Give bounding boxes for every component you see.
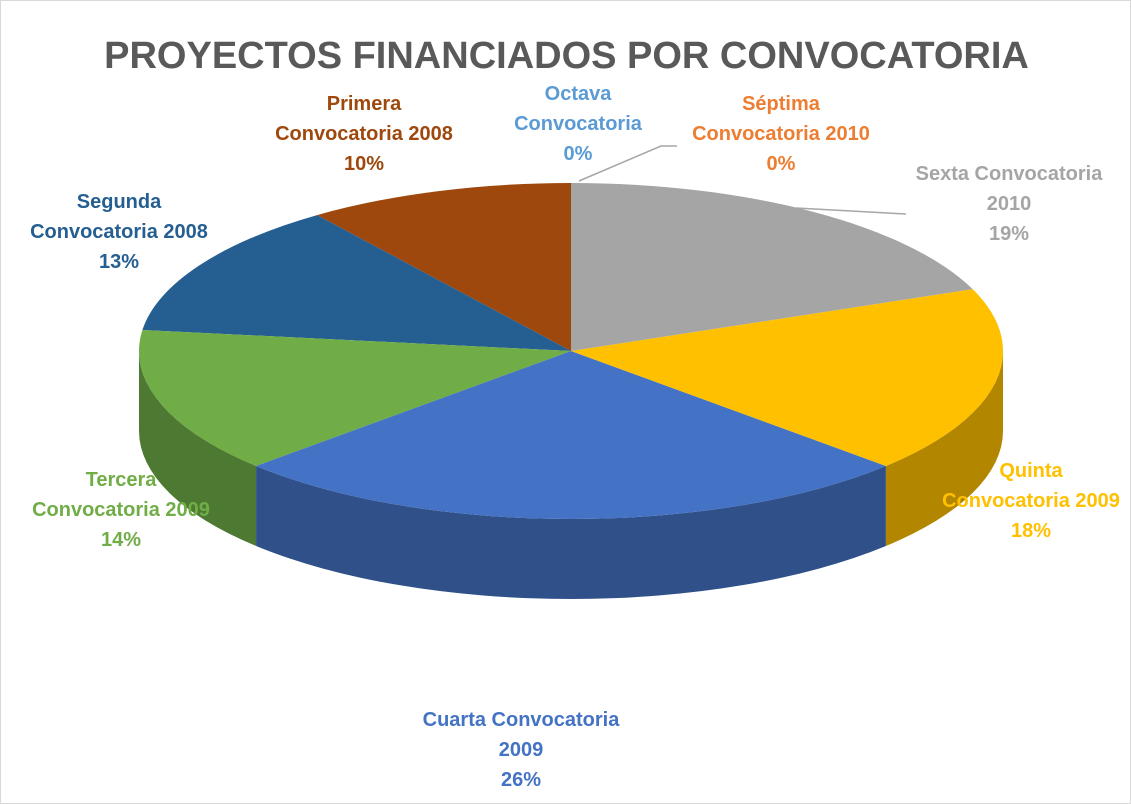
- data-label: Sexta Convocatoria 2010 19%: [909, 159, 1109, 249]
- data-label: Cuarta Convocatoria 2009 26%: [421, 705, 621, 795]
- value-label: 19%: [988, 223, 1030, 245]
- leader-line: [795, 207, 907, 215]
- data-label: Segunda Convocatoria 2008 13%: [19, 187, 219, 277]
- data-label: Octava Convocatoria 0%: [503, 79, 653, 169]
- value-label: 10%: [343, 153, 385, 175]
- category-label: Tercera Convocatoria 2009: [32, 469, 210, 521]
- data-label: Séptima Convocatoria 2010 0%: [681, 89, 881, 179]
- category-label: Primera Convocatoria 2008: [275, 93, 453, 145]
- value-label: 18%: [1010, 520, 1052, 542]
- category-label: Octava Convocatoria: [514, 83, 642, 135]
- slice: [256, 351, 886, 519]
- slice: [571, 183, 973, 351]
- category-label: Sexta Convocatoria 2010: [915, 163, 1103, 215]
- slice-side: [256, 466, 886, 599]
- category-label: Segunda Convocatoria 2008: [30, 191, 208, 243]
- slice: [139, 329, 572, 467]
- category-label: Séptima Convocatoria 2010: [692, 93, 870, 145]
- slice-side: [139, 351, 257, 547]
- value-label: 0%: [766, 153, 796, 175]
- category-label: Quinta Convocatoria 2009: [942, 460, 1120, 512]
- leader-line: [578, 145, 677, 182]
- data-label: Quinta Convocatoria 2009 18%: [936, 456, 1126, 546]
- data-label: Tercera Convocatoria 2009 14%: [21, 465, 221, 555]
- slice: [317, 183, 571, 351]
- value-label: 13%: [98, 251, 140, 273]
- data-label: Primera Convocatoria 2008 10%: [264, 89, 464, 179]
- slice: [571, 289, 1003, 467]
- value-label: 14%: [100, 529, 142, 551]
- category-label: Cuarta Convocatoria 2009: [422, 709, 620, 761]
- chart-title: PROYECTOS FINANCIADOS POR CONVOCATORIA: [104, 35, 1029, 77]
- slice: [142, 215, 572, 351]
- value-label: 26%: [500, 769, 542, 791]
- value-label: 0%: [563, 143, 593, 165]
- slice-side: [885, 351, 1003, 547]
